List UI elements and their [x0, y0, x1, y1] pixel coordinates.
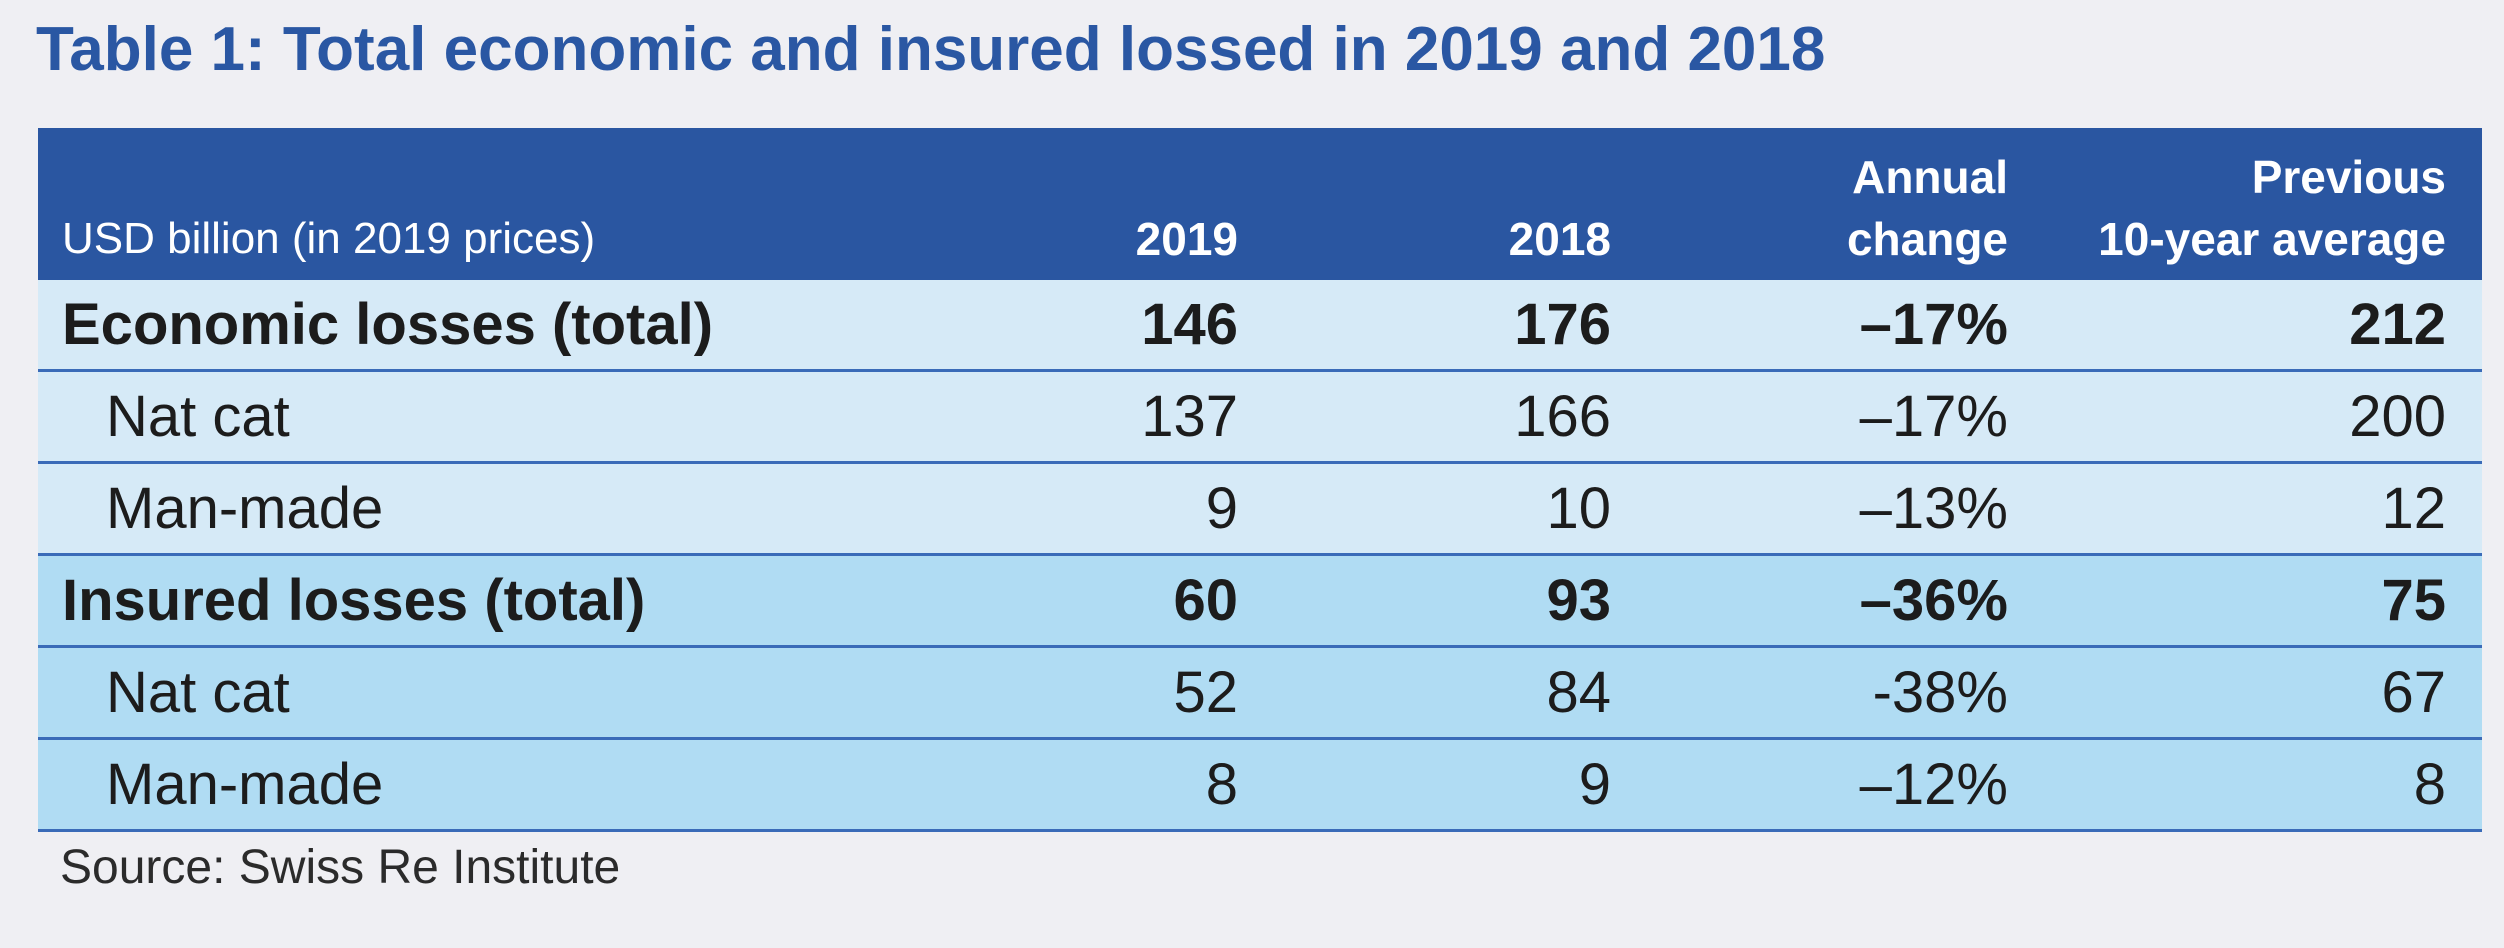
row-label: Man-made [38, 462, 988, 556]
table-title: Table 1: Total economic and insured loss… [36, 15, 1826, 84]
cell-2019: 8 [988, 738, 1238, 832]
header-annual-change: Annual change [1611, 128, 2008, 280]
table-row-insured-nat-cat: Nat cat 52 84 -38% 67 [38, 646, 2482, 740]
header-annual-line1: Annual [1852, 151, 2008, 203]
table-row-economic-man-made: Man-made 9 10 –13% 12 [38, 462, 2482, 556]
source-note: Source: Swiss Re Institute [60, 841, 621, 894]
cell-2018: 93 [1238, 554, 1611, 648]
table-row-insured-total: Insured losses (total) 60 93 –36% 75 [38, 554, 2482, 648]
cell-ten-year-average: 200 [2008, 370, 2482, 464]
cell-2019: 60 [988, 554, 1238, 648]
table-header: USD billion (in 2019 prices) 2019 2018 A… [38, 128, 2482, 280]
row-label: Nat cat [38, 370, 988, 464]
cell-annual-change: -38% [1611, 646, 2008, 740]
table-row-insured-man-made: Man-made 8 9 –12% 8 [38, 738, 2482, 832]
header-2019: 2019 [988, 128, 1238, 280]
cell-2018: 10 [1238, 462, 1611, 556]
row-label: Nat cat [38, 646, 988, 740]
cell-annual-change: –17% [1611, 370, 2008, 464]
losses-table: USD billion (in 2019 prices) 2019 2018 A… [38, 128, 2482, 832]
cell-2019: 52 [988, 646, 1238, 740]
cell-annual-change: –12% [1611, 738, 2008, 832]
table-row-economic-nat-cat: Nat cat 137 166 –17% 200 [38, 370, 2482, 464]
header-2018: 2018 [1238, 128, 1611, 280]
cell-ten-year-average: 67 [2008, 646, 2482, 740]
header-annual-line2: change [1846, 213, 2008, 265]
header-avg-line2: 10-year average [2098, 213, 2446, 265]
cell-2018: 166 [1238, 370, 1611, 464]
row-label: Economic losses (total) [38, 280, 988, 372]
cell-2018: 176 [1238, 280, 1611, 372]
cell-ten-year-average: 75 [2008, 554, 2482, 648]
header-ten-year-average: Previous 10-year average [2008, 128, 2482, 280]
cell-annual-change: –36% [1611, 554, 2008, 648]
cell-2019: 9 [988, 462, 1238, 556]
cell-2018: 9 [1238, 738, 1611, 832]
cell-ten-year-average: 12 [2008, 462, 2482, 556]
row-label: Insured losses (total) [38, 554, 988, 648]
table-row-economic-total: Economic losses (total) 146 176 –17% 212 [38, 280, 2482, 372]
row-label: Man-made [38, 738, 988, 832]
cell-annual-change: –17% [1611, 280, 2008, 372]
header-units-label: USD billion (in 2019 prices) [38, 128, 988, 280]
cell-2019: 146 [988, 280, 1238, 372]
cell-2018: 84 [1238, 646, 1611, 740]
cell-ten-year-average: 212 [2008, 280, 2482, 372]
header-avg-line1: Previous [2251, 151, 2446, 203]
cell-2019: 137 [988, 370, 1238, 464]
cell-ten-year-average: 8 [2008, 738, 2482, 832]
header-row: USD billion (in 2019 prices) 2019 2018 A… [38, 128, 2482, 280]
cell-annual-change: –13% [1611, 462, 2008, 556]
